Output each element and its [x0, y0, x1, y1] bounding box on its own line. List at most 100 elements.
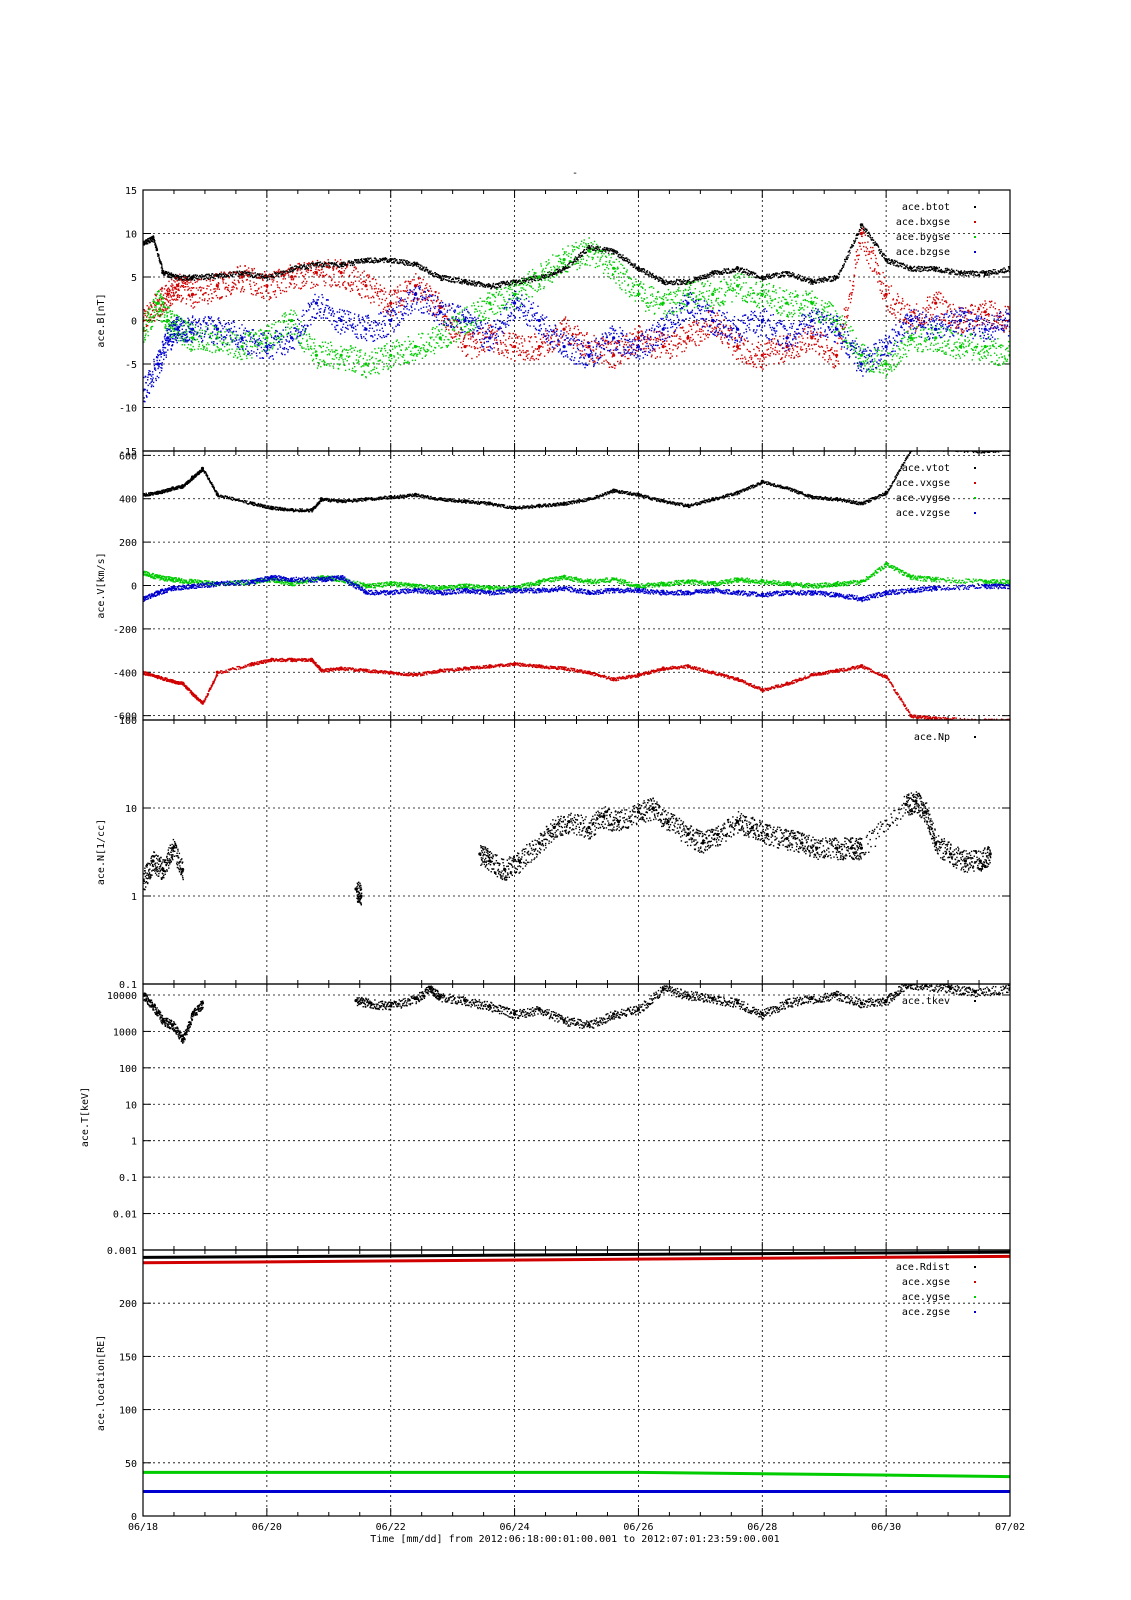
data-point [230, 293, 232, 296]
data-point [692, 324, 695, 326]
data-point [948, 271, 951, 274]
data-point [165, 320, 167, 323]
data-point [879, 250, 882, 253]
data-point [820, 280, 822, 282]
data-point [583, 249, 585, 251]
data-point [202, 275, 204, 277]
data-point [676, 282, 679, 285]
data-point [187, 278, 189, 280]
data-point [147, 313, 150, 316]
data-point [445, 275, 447, 277]
data-point [350, 281, 353, 283]
data-point [920, 270, 922, 272]
data-point [221, 342, 223, 344]
data-point [826, 347, 829, 349]
data-point [969, 311, 971, 313]
data-point [171, 310, 173, 313]
data-point [540, 352, 542, 355]
data-point [555, 335, 557, 337]
data-point [515, 334, 517, 336]
data-point [618, 256, 620, 259]
data-point [965, 275, 968, 277]
data-point [397, 291, 400, 293]
data-point [437, 295, 439, 298]
data-point [566, 331, 568, 333]
data-point [606, 361, 608, 363]
data-point [372, 295, 374, 298]
data-point [1002, 324, 1004, 326]
data-point [826, 278, 828, 281]
data-point [555, 333, 558, 335]
data-point [178, 282, 180, 285]
data-point [373, 296, 375, 299]
data-point [169, 289, 171, 292]
data-point [503, 335, 505, 337]
data-point [752, 361, 754, 363]
data-point [339, 286, 341, 288]
data-point [283, 273, 285, 276]
data-point [810, 332, 812, 334]
data-point [268, 273, 271, 275]
data-point [299, 265, 301, 268]
data-point [951, 268, 953, 270]
data-point [496, 283, 499, 285]
data-point [992, 269, 995, 271]
data-point [605, 359, 607, 361]
data-point [466, 332, 469, 334]
data-point [181, 285, 183, 288]
data-point [674, 282, 677, 284]
data-point [186, 322, 188, 324]
data-point [370, 257, 372, 259]
data-point [423, 290, 425, 292]
data-point [686, 331, 688, 334]
data-point [269, 296, 271, 298]
data-point [310, 265, 312, 267]
data-point [882, 298, 884, 300]
data-point [1000, 316, 1002, 318]
data-point [847, 256, 849, 259]
data-point [404, 264, 406, 266]
data-point [148, 319, 151, 321]
data-point [218, 283, 220, 285]
data-point [668, 282, 670, 284]
data-point [901, 263, 904, 266]
data-point [150, 237, 152, 240]
data-point [427, 269, 429, 271]
data-point [387, 259, 389, 261]
data-point [744, 356, 746, 358]
data-point [484, 350, 486, 353]
data-point [256, 292, 258, 295]
data-point [552, 273, 554, 275]
data-point [182, 274, 185, 276]
data-point [460, 341, 462, 344]
data-point [167, 325, 170, 328]
data-point [584, 355, 587, 357]
data-point [666, 281, 668, 283]
data-point [382, 290, 384, 292]
data-point [496, 330, 498, 332]
data-point [505, 281, 507, 284]
data-point [921, 313, 923, 315]
data-point [904, 318, 907, 320]
data-point [595, 246, 597, 248]
data-point [471, 282, 473, 284]
data-point [882, 282, 885, 285]
data-point [693, 277, 696, 279]
data-point [988, 270, 990, 272]
data-point [933, 294, 935, 296]
data-point [664, 282, 666, 284]
data-point [988, 313, 990, 316]
data-point [463, 337, 465, 339]
data-point [610, 248, 612, 250]
data-point [188, 294, 190, 296]
data-point [152, 298, 155, 301]
data-point [675, 345, 677, 347]
data-point [731, 339, 734, 341]
data-point [855, 263, 857, 265]
data-point [418, 263, 420, 266]
data-point [228, 344, 231, 346]
data-point [215, 284, 219, 288]
data-point [468, 279, 471, 281]
data-point [660, 279, 662, 282]
data-point [213, 274, 215, 276]
